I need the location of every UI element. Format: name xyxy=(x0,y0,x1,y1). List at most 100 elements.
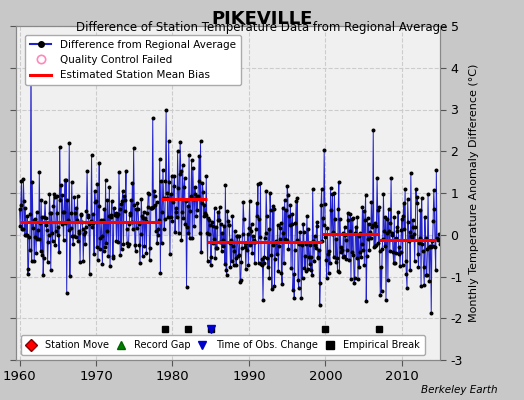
Point xyxy=(67,209,75,216)
Point xyxy=(288,220,296,227)
Point xyxy=(301,268,310,274)
Point xyxy=(274,222,282,228)
Point xyxy=(388,232,396,238)
Point xyxy=(313,254,322,260)
Point xyxy=(43,259,52,266)
Point xyxy=(120,193,128,199)
Point xyxy=(147,205,156,212)
Point xyxy=(309,238,318,244)
Point xyxy=(106,214,115,220)
Point xyxy=(411,224,420,230)
Point xyxy=(397,226,406,233)
Point xyxy=(19,176,28,182)
Point xyxy=(424,244,433,250)
Point xyxy=(291,220,300,226)
Point xyxy=(88,152,96,158)
Point xyxy=(187,192,195,199)
Point xyxy=(166,251,174,258)
Point xyxy=(91,199,100,205)
Point xyxy=(92,198,100,204)
Point xyxy=(282,237,291,244)
Point xyxy=(141,215,149,221)
Point xyxy=(306,242,314,248)
Point xyxy=(273,251,281,258)
Point xyxy=(109,255,117,261)
Point xyxy=(353,213,362,220)
Point xyxy=(279,204,287,211)
Point xyxy=(170,182,178,189)
Point xyxy=(282,207,290,214)
Point xyxy=(374,207,382,214)
Point xyxy=(419,248,427,254)
Point xyxy=(362,298,370,304)
Point xyxy=(103,228,111,234)
Point xyxy=(74,238,82,244)
Point xyxy=(180,175,189,182)
Point xyxy=(129,145,138,152)
Point xyxy=(161,216,169,222)
Point xyxy=(383,230,391,236)
Point xyxy=(391,235,400,241)
Point xyxy=(117,246,126,252)
Point xyxy=(24,266,32,272)
Point xyxy=(384,277,392,283)
Point xyxy=(361,216,369,223)
Point xyxy=(280,197,289,203)
Point xyxy=(270,282,279,289)
Point xyxy=(247,228,255,234)
Point xyxy=(251,238,259,245)
Point xyxy=(35,235,43,242)
Point xyxy=(246,242,255,248)
Point xyxy=(177,168,185,174)
Point xyxy=(207,254,215,261)
Point xyxy=(272,238,280,244)
Point xyxy=(332,236,341,242)
Point xyxy=(383,216,391,222)
Point xyxy=(209,222,217,229)
Point xyxy=(248,250,256,256)
Point xyxy=(198,180,206,186)
Point xyxy=(368,222,377,228)
Point xyxy=(249,239,258,245)
Point xyxy=(350,280,358,286)
Point xyxy=(105,213,113,219)
Point xyxy=(266,189,274,196)
Point xyxy=(392,224,401,230)
Point xyxy=(18,225,27,232)
Point xyxy=(193,206,202,213)
Point xyxy=(235,233,244,239)
Point xyxy=(312,245,320,252)
Y-axis label: Monthly Temperature Anomaly Difference (°C): Monthly Temperature Anomaly Difference (… xyxy=(468,64,478,322)
Point xyxy=(303,213,311,220)
Point xyxy=(305,260,314,267)
Point xyxy=(397,249,405,255)
Point xyxy=(339,254,347,260)
Point xyxy=(266,207,275,214)
Point xyxy=(366,235,375,241)
Point xyxy=(189,196,198,202)
Point xyxy=(341,223,349,230)
Point xyxy=(265,275,274,281)
Point xyxy=(377,287,386,294)
Point xyxy=(176,138,184,145)
Point xyxy=(124,243,132,250)
Point xyxy=(276,225,285,232)
Point xyxy=(111,211,119,217)
Point xyxy=(353,255,361,262)
Point xyxy=(62,176,70,183)
Point xyxy=(50,191,58,198)
Point xyxy=(378,246,386,252)
Point xyxy=(394,208,402,215)
Point xyxy=(71,210,79,216)
Point xyxy=(135,242,144,248)
Point xyxy=(137,196,146,202)
Point xyxy=(56,144,64,150)
Point xyxy=(401,186,409,192)
Point xyxy=(92,244,101,250)
Point xyxy=(331,216,339,222)
Point xyxy=(396,263,404,270)
Point xyxy=(388,230,397,236)
Point xyxy=(319,215,327,222)
Point xyxy=(190,223,199,229)
Point xyxy=(81,241,90,247)
